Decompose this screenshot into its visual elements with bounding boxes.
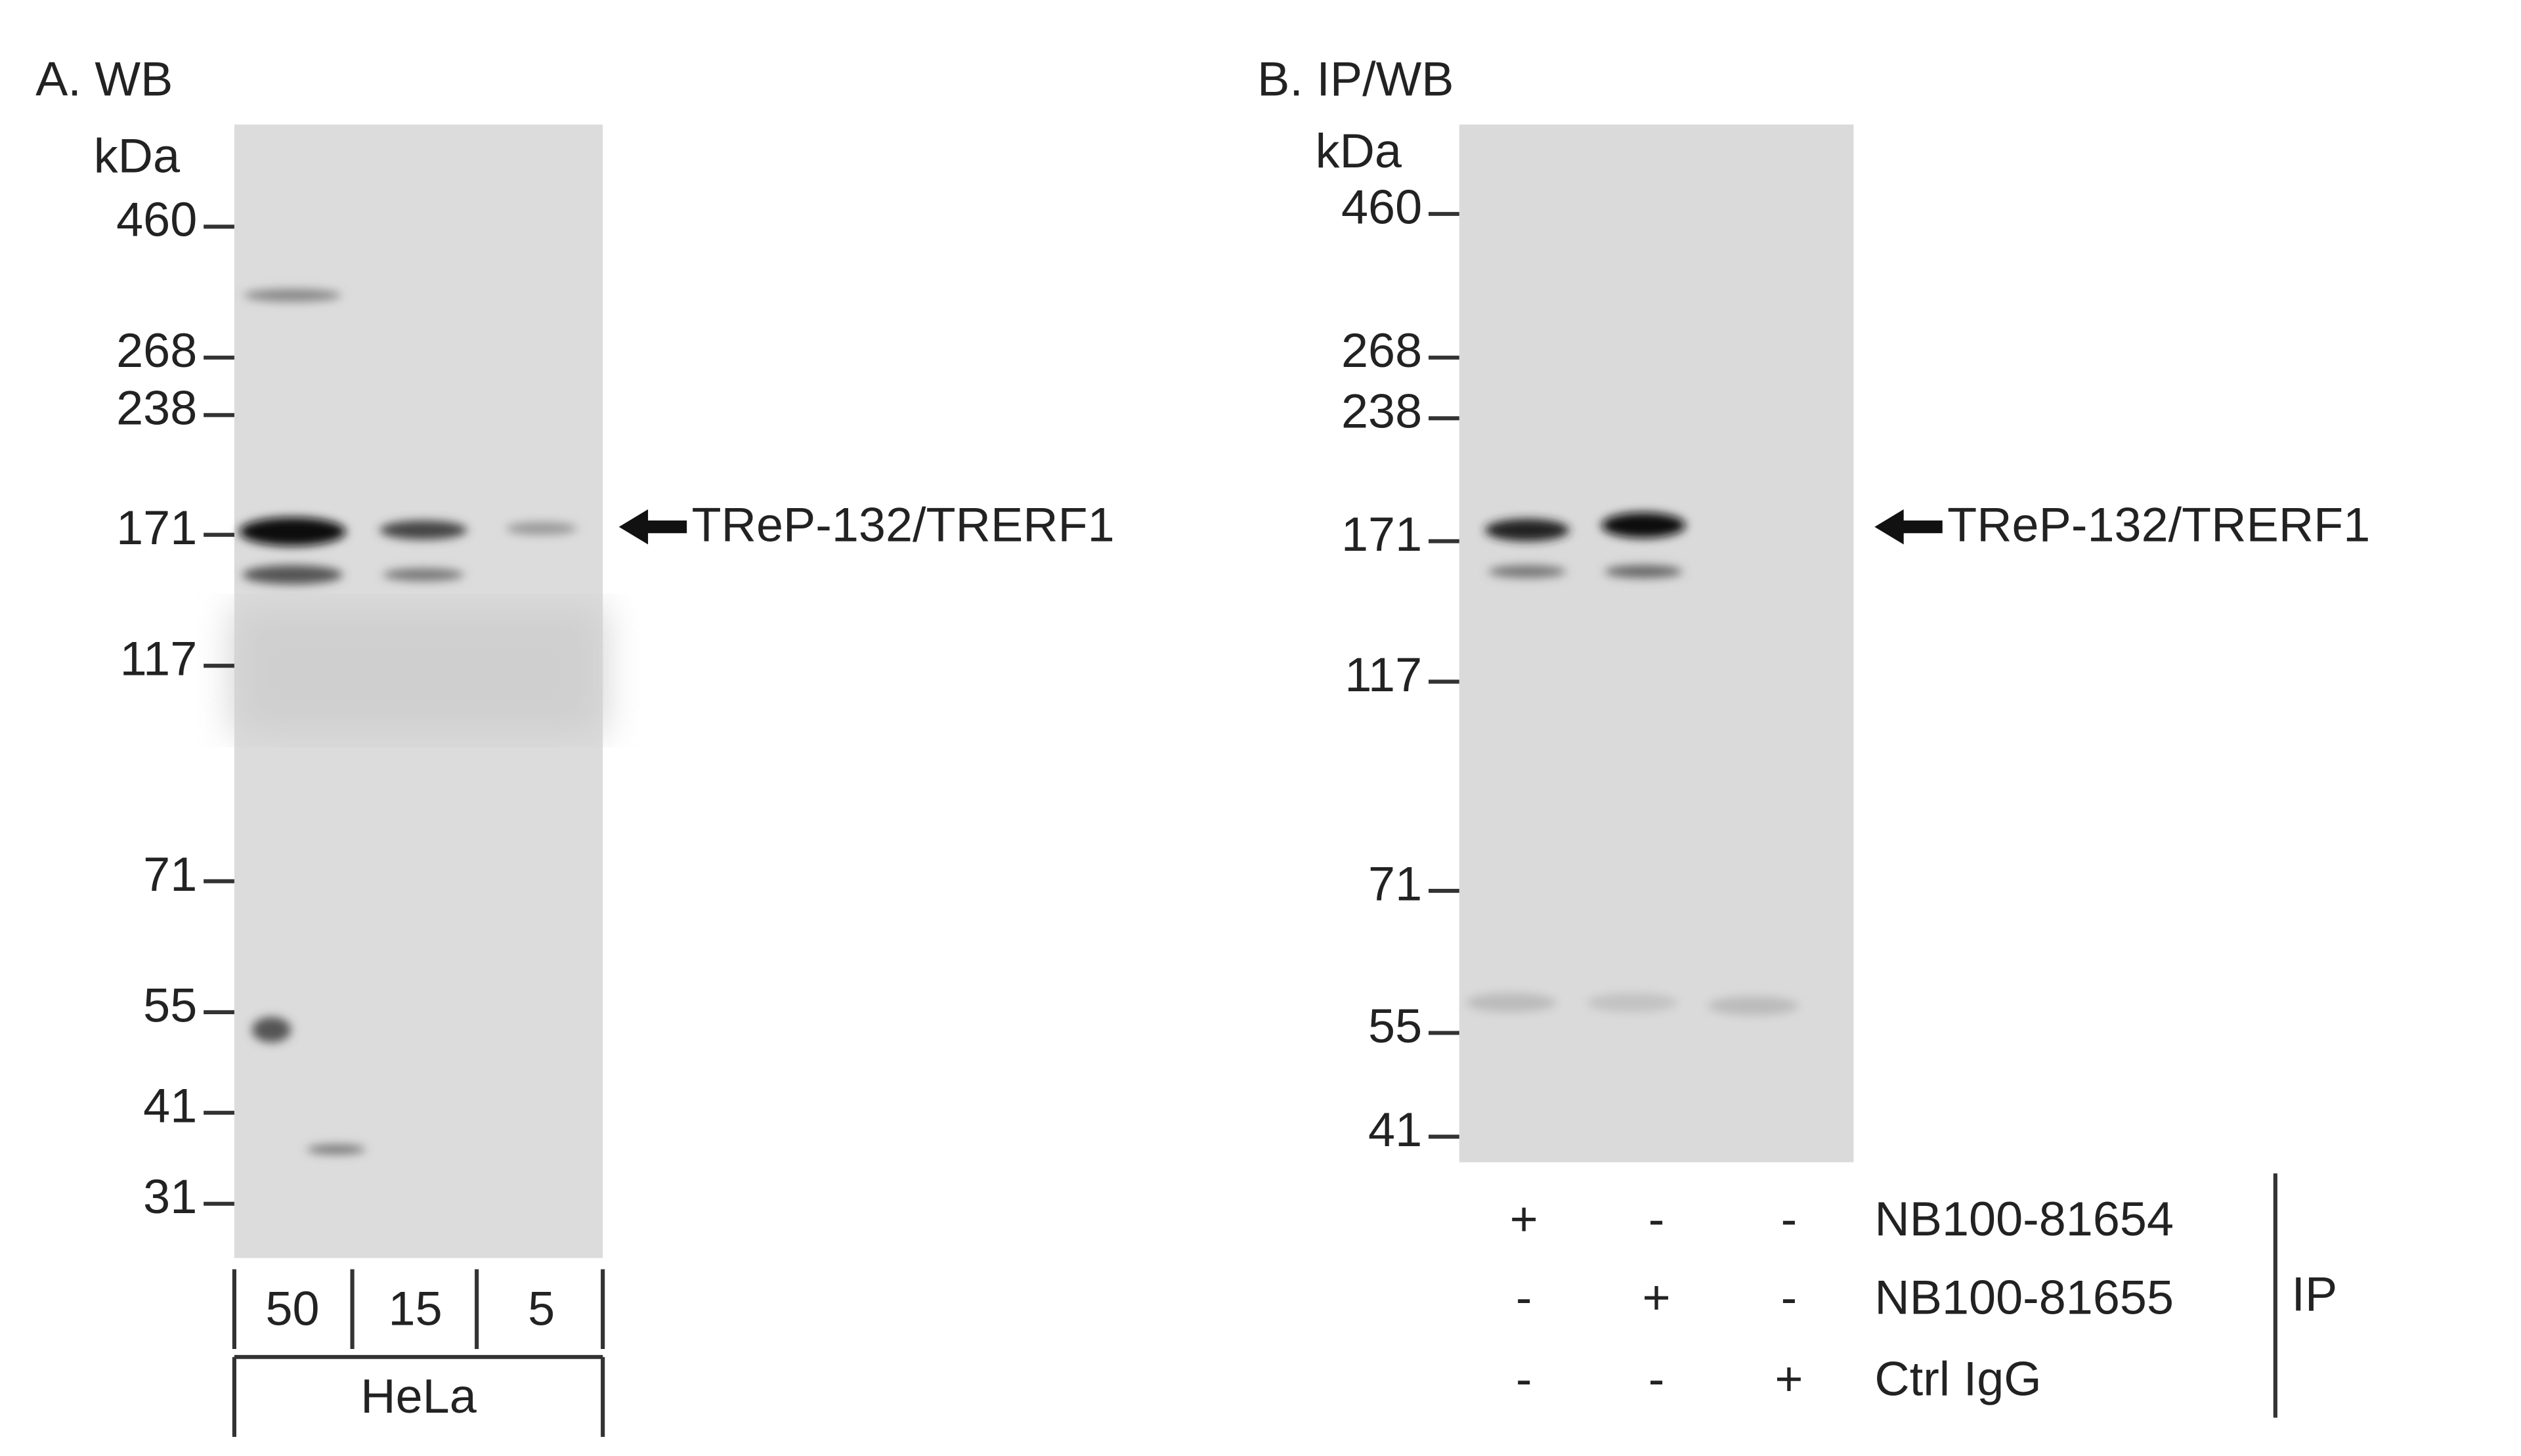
marker-label: 171 xyxy=(116,502,197,555)
row-label: NB100-81654 xyxy=(1874,1193,2174,1247)
unit-label: kDa xyxy=(94,129,180,183)
row-label: NB100-81655 xyxy=(1874,1271,2174,1325)
sign: - xyxy=(1516,1352,1532,1406)
band xyxy=(1601,512,1686,538)
band xyxy=(383,568,464,582)
band xyxy=(1708,996,1799,1016)
sign: - xyxy=(1781,1271,1798,1325)
marker-label: 55 xyxy=(143,979,197,1033)
smear xyxy=(234,607,603,735)
band-label: TReP-132/TRERF1 xyxy=(1947,498,2370,552)
band xyxy=(242,565,343,585)
band xyxy=(1605,565,1683,578)
marker-label: 460 xyxy=(116,193,197,247)
lane-label: 15 xyxy=(389,1282,442,1336)
sign: - xyxy=(1648,1352,1665,1406)
marker-label: 238 xyxy=(1341,385,1422,439)
unit-label: kDa xyxy=(1316,125,1402,179)
marker-label: 460 xyxy=(1341,181,1422,234)
sign: + xyxy=(1510,1193,1538,1247)
marker-label: 268 xyxy=(116,324,197,378)
sign: - xyxy=(1781,1193,1798,1247)
panel-title: B. IP/WB xyxy=(1257,53,1454,106)
lane-label: 50 xyxy=(265,1282,319,1336)
marker-label: 71 xyxy=(143,847,197,901)
panel-title: A. WB xyxy=(35,53,173,106)
marker-label: 55 xyxy=(1368,999,1422,1053)
row-label: Ctrl IgG xyxy=(1874,1352,2041,1406)
marker-label: 41 xyxy=(143,1079,197,1133)
marker-label: 268 xyxy=(1341,324,1422,378)
lane-label: 5 xyxy=(528,1282,555,1336)
blot-b xyxy=(1459,124,1854,1163)
band xyxy=(252,1017,291,1043)
marker-label: 31 xyxy=(143,1170,197,1224)
band xyxy=(244,289,341,302)
sign: - xyxy=(1516,1271,1532,1325)
arrow xyxy=(1874,509,1943,545)
band-label: TReP-132/TRERF1 xyxy=(692,498,1115,552)
marker-label: 238 xyxy=(116,381,197,435)
band xyxy=(379,520,467,540)
band xyxy=(1488,565,1566,578)
band xyxy=(307,1144,366,1155)
band xyxy=(506,522,577,535)
arrow xyxy=(618,509,687,545)
marker-label: 41 xyxy=(1368,1103,1422,1157)
sign: + xyxy=(1775,1352,1803,1406)
bands xyxy=(239,289,1799,1155)
band xyxy=(1587,993,1678,1012)
marker-label: 117 xyxy=(1345,648,1422,702)
band xyxy=(239,517,346,546)
band xyxy=(1485,519,1570,542)
sign: + xyxy=(1643,1271,1671,1325)
marker-label: 71 xyxy=(1368,857,1422,911)
band xyxy=(1465,993,1557,1012)
marker-label: 117 xyxy=(120,632,198,686)
sample-label: HeLa xyxy=(360,1370,477,1424)
sign: - xyxy=(1648,1193,1665,1247)
group-label: IP xyxy=(2291,1268,2337,1321)
marker-label: 171 xyxy=(1341,507,1422,561)
